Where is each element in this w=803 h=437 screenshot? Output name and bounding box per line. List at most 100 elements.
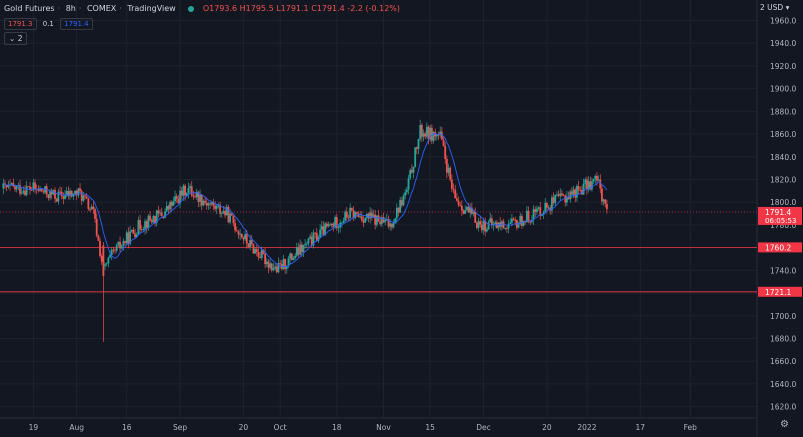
candle-body bbox=[157, 210, 160, 214]
candle-body bbox=[290, 253, 293, 261]
candle-body bbox=[210, 202, 213, 205]
candle-body bbox=[387, 219, 390, 227]
candle-body bbox=[579, 189, 582, 191]
gear-icon[interactable]: ⚙ bbox=[780, 419, 789, 430]
candle-body bbox=[252, 244, 255, 254]
candle-body bbox=[15, 186, 18, 190]
candle-body bbox=[324, 223, 327, 236]
candle-body bbox=[42, 191, 45, 193]
symbol-name[interactable]: Gold Futures bbox=[4, 4, 55, 13]
candle-body bbox=[142, 229, 145, 230]
candle-body bbox=[347, 217, 350, 219]
candle-body bbox=[282, 258, 285, 270]
candle-body bbox=[164, 211, 166, 218]
candle-body bbox=[50, 190, 53, 195]
candle-body bbox=[87, 198, 90, 210]
candle-body bbox=[95, 218, 98, 236]
collapse-indicators-button[interactable]: ⌄ 2 bbox=[4, 32, 28, 45]
candle-body bbox=[397, 207, 400, 213]
candle-body bbox=[265, 261, 268, 265]
candle-body bbox=[415, 147, 418, 149]
candle-body bbox=[67, 191, 70, 197]
candle-body bbox=[19, 185, 21, 194]
last-price-label: 1791.4 bbox=[765, 208, 791, 217]
candle-body bbox=[534, 209, 537, 212]
candle-body bbox=[514, 220, 517, 221]
candle-body bbox=[586, 179, 588, 190]
level-label: 1760.2 bbox=[765, 243, 791, 252]
candle-body bbox=[255, 248, 258, 252]
candle-body bbox=[62, 196, 65, 199]
y-tick-label: 1960.0 bbox=[770, 16, 796, 25]
candle-body bbox=[340, 222, 343, 224]
candle-body bbox=[380, 217, 383, 225]
candle-body bbox=[5, 184, 8, 188]
level-label-bg bbox=[758, 242, 802, 253]
candle-body bbox=[369, 212, 372, 219]
candle-body bbox=[267, 261, 270, 268]
candle-body bbox=[285, 266, 288, 269]
candle-body bbox=[596, 175, 598, 181]
candle-body bbox=[119, 241, 121, 249]
candle-body bbox=[429, 127, 432, 140]
candle-body bbox=[525, 210, 528, 223]
candle-body bbox=[54, 189, 56, 199]
candle-body bbox=[489, 218, 492, 223]
candle-body bbox=[454, 189, 457, 199]
candle-body bbox=[60, 191, 63, 197]
scale-selector[interactable]: 2 USD ▾ bbox=[760, 3, 789, 12]
candle-body bbox=[359, 216, 362, 218]
candle-body bbox=[419, 125, 422, 139]
candle-body bbox=[480, 224, 483, 231]
candle-body bbox=[244, 234, 247, 240]
candle-body bbox=[75, 190, 78, 196]
candle-body bbox=[275, 266, 278, 273]
candle-body bbox=[444, 146, 447, 159]
x-tick-label: Aug bbox=[69, 423, 84, 432]
candle-body bbox=[512, 218, 515, 221]
collapse-count: 2 bbox=[17, 34, 23, 43]
candle-body bbox=[165, 206, 168, 212]
indicator-value-3: 1791.4 bbox=[60, 18, 93, 30]
candle-body bbox=[325, 223, 328, 227]
candle-body bbox=[159, 212, 161, 214]
candle-body bbox=[532, 209, 535, 220]
candle-body bbox=[601, 188, 603, 202]
candle-body bbox=[7, 184, 10, 188]
candle-body bbox=[260, 249, 263, 259]
candle-body bbox=[297, 247, 300, 255]
x-tick-label: Nov bbox=[376, 423, 391, 432]
candle-body bbox=[542, 212, 545, 215]
candle-body bbox=[577, 186, 580, 190]
candle-body bbox=[547, 207, 550, 209]
candle-body bbox=[292, 258, 295, 261]
candle-body bbox=[29, 186, 31, 190]
candle-body bbox=[567, 196, 570, 200]
candle-body bbox=[300, 244, 303, 253]
candle-body bbox=[410, 169, 413, 173]
candle-body bbox=[72, 193, 75, 197]
candle-body bbox=[139, 220, 141, 230]
candle-body bbox=[571, 191, 573, 195]
y-tick-label: 1660.0 bbox=[770, 357, 796, 366]
candle-body bbox=[79, 188, 81, 192]
candle-body bbox=[602, 199, 605, 202]
candle-body bbox=[55, 198, 58, 202]
candle-body bbox=[249, 240, 252, 248]
candle-body bbox=[507, 223, 510, 229]
candle-body bbox=[99, 240, 101, 257]
interval-label[interactable]: 8h bbox=[65, 4, 76, 13]
candle-body bbox=[520, 215, 523, 226]
candle-body bbox=[109, 254, 111, 258]
candle-body bbox=[114, 249, 116, 251]
candle-body bbox=[120, 245, 123, 249]
candle-body bbox=[360, 216, 363, 221]
candle-body bbox=[482, 220, 485, 231]
y-tick-label: 1780.0 bbox=[770, 221, 796, 230]
candle-body bbox=[337, 227, 340, 229]
candle-body bbox=[519, 215, 522, 224]
candle-body bbox=[80, 191, 83, 201]
candle-body bbox=[490, 218, 493, 226]
